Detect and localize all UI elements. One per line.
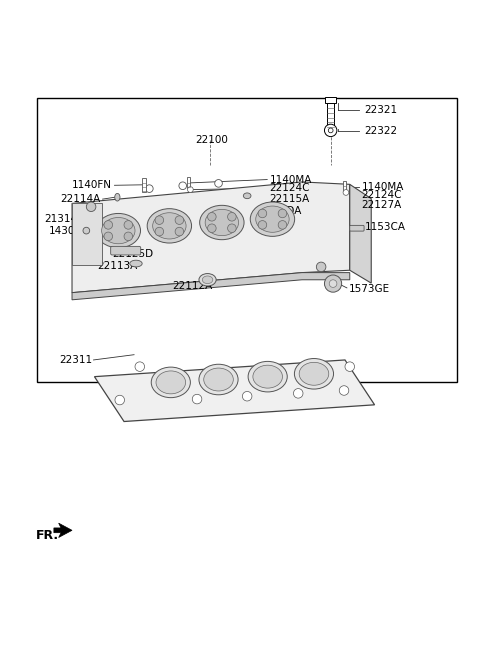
- Circle shape: [316, 262, 326, 272]
- Bar: [343, 181, 347, 191]
- Polygon shape: [72, 272, 350, 300]
- Circle shape: [155, 216, 164, 225]
- Circle shape: [179, 182, 187, 189]
- Ellipse shape: [299, 362, 329, 385]
- Bar: [142, 178, 146, 192]
- Polygon shape: [350, 184, 371, 283]
- Ellipse shape: [115, 193, 120, 201]
- Circle shape: [329, 280, 337, 288]
- Text: 1153CA: 1153CA: [365, 222, 406, 233]
- Text: 1140MA: 1140MA: [362, 181, 404, 192]
- Ellipse shape: [250, 202, 295, 236]
- Text: 21314A: 21314A: [45, 214, 85, 224]
- Circle shape: [324, 275, 342, 292]
- Text: 22113A: 22113A: [97, 261, 137, 271]
- Ellipse shape: [205, 210, 239, 236]
- Circle shape: [104, 221, 113, 229]
- Circle shape: [175, 216, 184, 225]
- Circle shape: [83, 227, 90, 234]
- Ellipse shape: [248, 362, 287, 392]
- Ellipse shape: [294, 358, 334, 389]
- Circle shape: [215, 179, 222, 187]
- Circle shape: [258, 209, 267, 217]
- Bar: [37, 98, 457, 383]
- Circle shape: [115, 395, 124, 405]
- Bar: [187, 177, 190, 188]
- Circle shape: [192, 394, 202, 404]
- Circle shape: [188, 187, 193, 193]
- Text: 1140MA: 1140MA: [270, 175, 312, 185]
- Circle shape: [293, 388, 303, 398]
- Ellipse shape: [204, 368, 233, 391]
- Polygon shape: [95, 360, 374, 422]
- Ellipse shape: [202, 276, 213, 284]
- Text: 22311: 22311: [59, 355, 92, 365]
- Text: 22124C: 22124C: [270, 183, 310, 193]
- Ellipse shape: [199, 364, 238, 395]
- Circle shape: [124, 232, 132, 240]
- Ellipse shape: [200, 205, 244, 240]
- Polygon shape: [54, 523, 72, 538]
- Circle shape: [343, 189, 349, 195]
- Polygon shape: [72, 182, 350, 293]
- Bar: [72, 204, 102, 265]
- Ellipse shape: [256, 206, 289, 233]
- Circle shape: [175, 227, 184, 236]
- Ellipse shape: [243, 193, 251, 198]
- Ellipse shape: [102, 217, 135, 244]
- Text: FR.: FR.: [36, 529, 59, 542]
- Text: 1140FN: 1140FN: [72, 180, 112, 191]
- Text: 22100: 22100: [195, 135, 228, 145]
- Circle shape: [207, 224, 216, 233]
- Text: 22112A: 22112A: [172, 280, 213, 291]
- Bar: [325, 97, 336, 103]
- Circle shape: [155, 227, 164, 236]
- Circle shape: [86, 202, 96, 212]
- Ellipse shape: [156, 371, 186, 394]
- Circle shape: [324, 124, 337, 137]
- Text: 22125D: 22125D: [112, 250, 153, 259]
- Circle shape: [242, 392, 252, 401]
- Text: 22127A: 22127A: [362, 200, 402, 210]
- Text: 22114A: 22114A: [60, 194, 101, 204]
- Text: 22124C: 22124C: [362, 191, 402, 200]
- Circle shape: [135, 362, 144, 371]
- Text: 22115A: 22115A: [270, 194, 310, 204]
- Ellipse shape: [151, 367, 191, 398]
- Ellipse shape: [147, 209, 192, 243]
- Ellipse shape: [96, 214, 141, 248]
- Circle shape: [228, 224, 236, 233]
- Circle shape: [104, 232, 113, 240]
- Text: 1573GE: 1573GE: [349, 284, 390, 294]
- Circle shape: [339, 386, 349, 395]
- Circle shape: [258, 221, 267, 229]
- Circle shape: [328, 128, 333, 133]
- Circle shape: [207, 212, 216, 221]
- Circle shape: [345, 362, 355, 371]
- Circle shape: [145, 185, 153, 193]
- Ellipse shape: [130, 260, 142, 267]
- Text: 22322: 22322: [364, 126, 397, 136]
- Circle shape: [278, 209, 287, 217]
- Text: 1601DA: 1601DA: [261, 206, 302, 215]
- FancyBboxPatch shape: [111, 246, 141, 255]
- Circle shape: [278, 221, 287, 229]
- Bar: [327, 102, 334, 128]
- Circle shape: [124, 221, 132, 229]
- Ellipse shape: [253, 365, 282, 388]
- Text: 22321: 22321: [364, 105, 397, 115]
- Circle shape: [228, 212, 236, 221]
- Ellipse shape: [153, 213, 186, 239]
- FancyBboxPatch shape: [350, 225, 364, 231]
- Text: 1430JB: 1430JB: [48, 225, 85, 236]
- Ellipse shape: [199, 274, 216, 286]
